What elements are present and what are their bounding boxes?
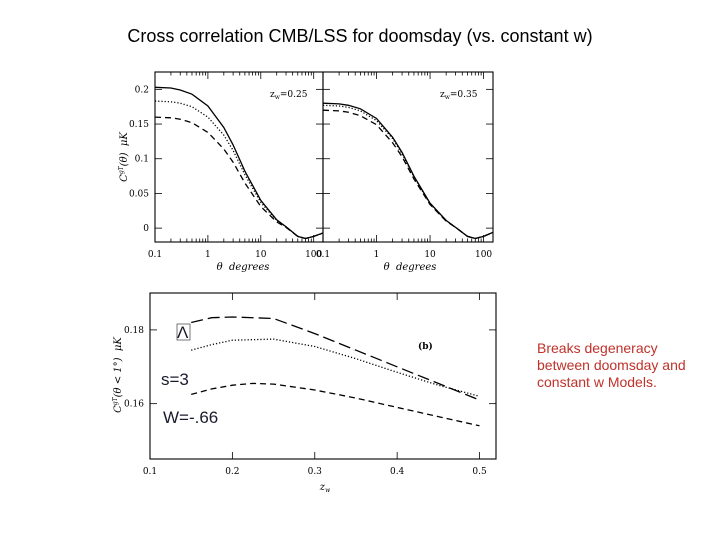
series-line-long-dash xyxy=(191,316,480,401)
w-label: W=-.66 xyxy=(163,408,218,427)
panel-bottom-ylabel: CgT(θ < 1°) μK xyxy=(112,337,124,413)
panel-top-right-xlabel: θ degrees xyxy=(384,262,437,273)
panel-top-left: 0.1 1 10 100 0 0.05 0.1 0.15 0.2 zw=0.25 θ degre… xyxy=(118,71,324,273)
x-tick-label: 100 xyxy=(475,250,492,260)
x-tick-label: 1 xyxy=(205,250,211,260)
panel-top-right: 0.1 1 10 100 zw=0.35 θ degrees xyxy=(316,71,494,273)
y-tick-label: 0.2 xyxy=(135,85,149,95)
panel-bottom: 0.1 0.2 0.3 0.4 0.5 0.16 0.18 (b) zw CgT(θ < 1… xyxy=(112,292,497,494)
panel-top-right-marks: 0.1 1 10 100 xyxy=(316,72,494,260)
series-line-dashed xyxy=(154,116,324,240)
y-tick-label: 0.18 xyxy=(124,326,144,336)
x-tick-label: 0.1 xyxy=(143,467,157,477)
y-tick-label: 0 xyxy=(143,224,149,234)
panel-bottom-annotation: (b) xyxy=(418,341,433,352)
x-tick-label: 100 xyxy=(305,250,322,260)
x-tick-label: 0.1 xyxy=(148,250,162,260)
lambda-label: Λ xyxy=(177,323,189,342)
panel-top-right-annotation: zw=0.35 xyxy=(440,90,478,101)
series-line-dashed xyxy=(191,382,480,427)
series-line-dashed xyxy=(322,109,494,240)
y-tick-label: 0.1 xyxy=(135,155,149,165)
series-line-dotted xyxy=(322,104,494,240)
series-line-dotted xyxy=(191,338,480,397)
x-tick-label: 0.1 xyxy=(316,250,330,260)
x-tick-label: 0.5 xyxy=(472,467,487,477)
x-tick-label: 10 xyxy=(255,250,267,260)
lambda-box xyxy=(176,323,191,341)
y-tick-label: 0.05 xyxy=(129,189,149,199)
y-tick-label: 0.16 xyxy=(124,400,144,410)
panel-top-right-frame xyxy=(322,71,494,243)
slide-title: Cross correlation CMB/LSS for doomsday (… xyxy=(127,26,593,46)
panel-top-left-marks: 0.1 1 10 100 0 0.05 0.1 0.15 0.2 xyxy=(129,72,324,260)
s-label: s=3 xyxy=(161,370,189,389)
x-tick-label: 10 xyxy=(424,250,436,260)
side-note: Breaks degeneracy between doomsday and c… xyxy=(537,340,686,390)
panel-bottom-xlabel: zw xyxy=(319,482,331,494)
panel-top-left-xlabel: θ degrees xyxy=(217,262,270,273)
x-tick-label: 0.2 xyxy=(225,467,239,477)
x-tick-label: 0.4 xyxy=(390,467,405,477)
y-tick-label: 0.15 xyxy=(129,120,149,130)
x-tick-label: 1 xyxy=(374,250,380,260)
panel-bottom-marks: 0.1 0.2 0.3 0.4 0.5 0.16 0.18 xyxy=(124,293,496,477)
series-line-solid xyxy=(322,102,494,240)
panel-bottom-frame xyxy=(149,292,497,460)
series-line-dotted xyxy=(154,100,324,240)
panel-top-left-annotation: zw=0.25 xyxy=(270,90,308,101)
x-tick-label: 0.3 xyxy=(308,467,323,477)
panel-top-left-ylabel: CgT(θ) μK xyxy=(118,132,130,182)
